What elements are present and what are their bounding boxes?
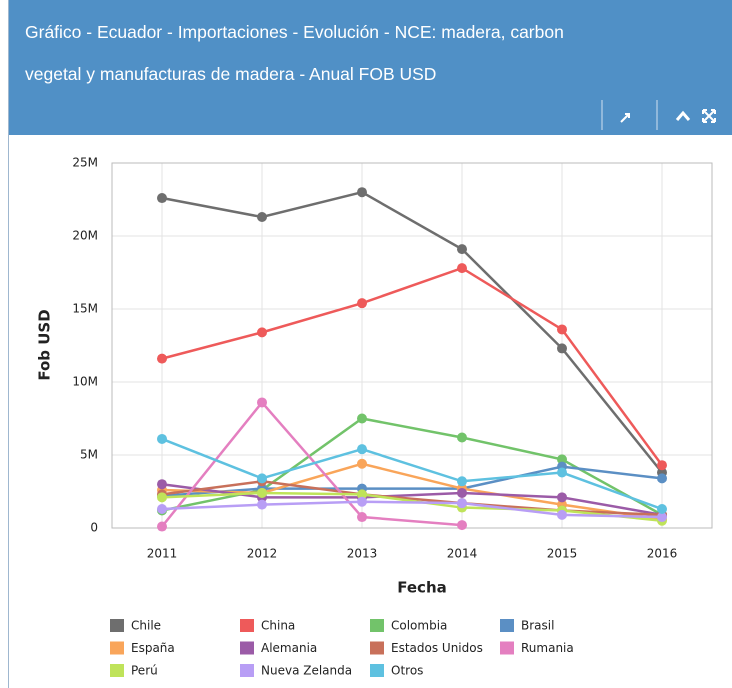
- header-icons: [601, 100, 716, 130]
- data-point: [257, 397, 267, 408]
- y-tick-label: 15M: [72, 302, 98, 316]
- data-point: [557, 343, 567, 354]
- legend-label: Alemania: [261, 641, 317, 655]
- legend-label: Brasil: [521, 619, 554, 633]
- data-point: [457, 520, 467, 531]
- x-tick-label: 2014: [447, 547, 478, 561]
- y-tick-label: 20M: [72, 229, 98, 243]
- legend-swatch: [110, 641, 124, 655]
- data-point: [557, 324, 567, 335]
- data-point: [657, 460, 667, 471]
- data-point: [357, 413, 367, 424]
- data-point: [457, 244, 467, 255]
- y-tick-label: 25M: [72, 156, 98, 170]
- series-line: [161, 480, 663, 517]
- x-tick-label: 2013: [347, 547, 378, 561]
- series-line: [161, 190, 663, 474]
- data-point: [357, 496, 367, 507]
- legend-label: Chile: [131, 619, 161, 633]
- x-tick-label: 2012: [247, 547, 278, 561]
- data-point: [657, 512, 667, 523]
- legend-label: Nueva Zelanda: [261, 664, 352, 678]
- data-point: [257, 473, 267, 484]
- data-point: [457, 498, 467, 509]
- x-tick-label: 2015: [547, 547, 578, 561]
- y-tick-label: 10M: [72, 375, 98, 389]
- legend-label: Estados Unidos: [391, 641, 483, 655]
- series-line: [161, 465, 663, 498]
- data-point: [357, 512, 367, 523]
- legend-swatch: [500, 619, 514, 632]
- data-point: [257, 487, 267, 498]
- y-tick-label: 0: [90, 521, 98, 535]
- title: Gráfico - Ecuador - Importaciones - Evol…: [25, 22, 564, 42]
- data-point: [157, 353, 167, 364]
- legend-swatch: [240, 619, 254, 632]
- header: Gráfico - Ecuador - Importaciones - Evol…: [9, 0, 732, 135]
- legend-swatch: [370, 664, 384, 677]
- legend-swatch: [240, 641, 254, 655]
- data-point: [257, 212, 267, 223]
- series-line: [161, 437, 663, 511]
- data-point: [157, 521, 167, 532]
- legend-swatch: [110, 664, 124, 677]
- series-line: [161, 400, 463, 528]
- data-point: [457, 487, 467, 498]
- expand-icon[interactable]: [702, 109, 716, 123]
- legend-swatch: [240, 664, 254, 677]
- collapse-icon[interactable]: [675, 110, 691, 121]
- x-tick-label: 2011: [147, 547, 178, 561]
- series-line: [161, 482, 663, 517]
- series-line: [161, 266, 664, 466]
- legend-label: Rumania: [521, 641, 574, 655]
- data-point: [457, 263, 467, 274]
- legend-swatch: [110, 619, 124, 632]
- data-point: [157, 492, 167, 503]
- data-point: [357, 187, 367, 198]
- data-point: [657, 504, 667, 515]
- data-point: [557, 492, 567, 503]
- legend-label: Otros: [391, 664, 423, 678]
- legend-swatch: [500, 641, 514, 655]
- y-tick-label: 5M: [80, 448, 98, 462]
- data-point: [257, 327, 267, 338]
- x-tick-label: 2016: [647, 547, 678, 561]
- legend-label: China: [261, 619, 295, 633]
- data-point: [657, 473, 667, 484]
- data-point: [557, 467, 567, 478]
- data-point: [157, 504, 167, 515]
- series-line: [161, 500, 663, 519]
- legend-swatch: [370, 619, 384, 632]
- data-point: [357, 298, 367, 309]
- data-point: [357, 458, 367, 469]
- data-point: [457, 476, 467, 487]
- legend-swatch: [370, 641, 384, 655]
- data-point: [157, 479, 167, 490]
- plot-border: [111, 162, 713, 529]
- legend-label: España: [131, 641, 175, 655]
- data-point: [357, 444, 367, 455]
- data-point: [157, 193, 167, 204]
- panel: Gráfico - Ecuador - Importaciones - Evol…: [8, 0, 732, 688]
- minimize-icon[interactable]: [620, 113, 630, 123]
- legend-label: Colombia: [391, 619, 447, 633]
- legend-label: Perú: [131, 664, 158, 678]
- data-point: [457, 432, 467, 443]
- y-axis-label: Fob USD: [36, 309, 54, 380]
- data-point: [257, 499, 267, 510]
- data-point: [557, 454, 567, 465]
- data-point: [157, 433, 167, 444]
- data-point: [557, 509, 567, 520]
- series-line: [161, 491, 663, 522]
- title: vegetal y manufacturas de madera - Anual…: [25, 64, 437, 84]
- x-axis-label: Fecha: [397, 579, 447, 597]
- data-point: [357, 489, 367, 500]
